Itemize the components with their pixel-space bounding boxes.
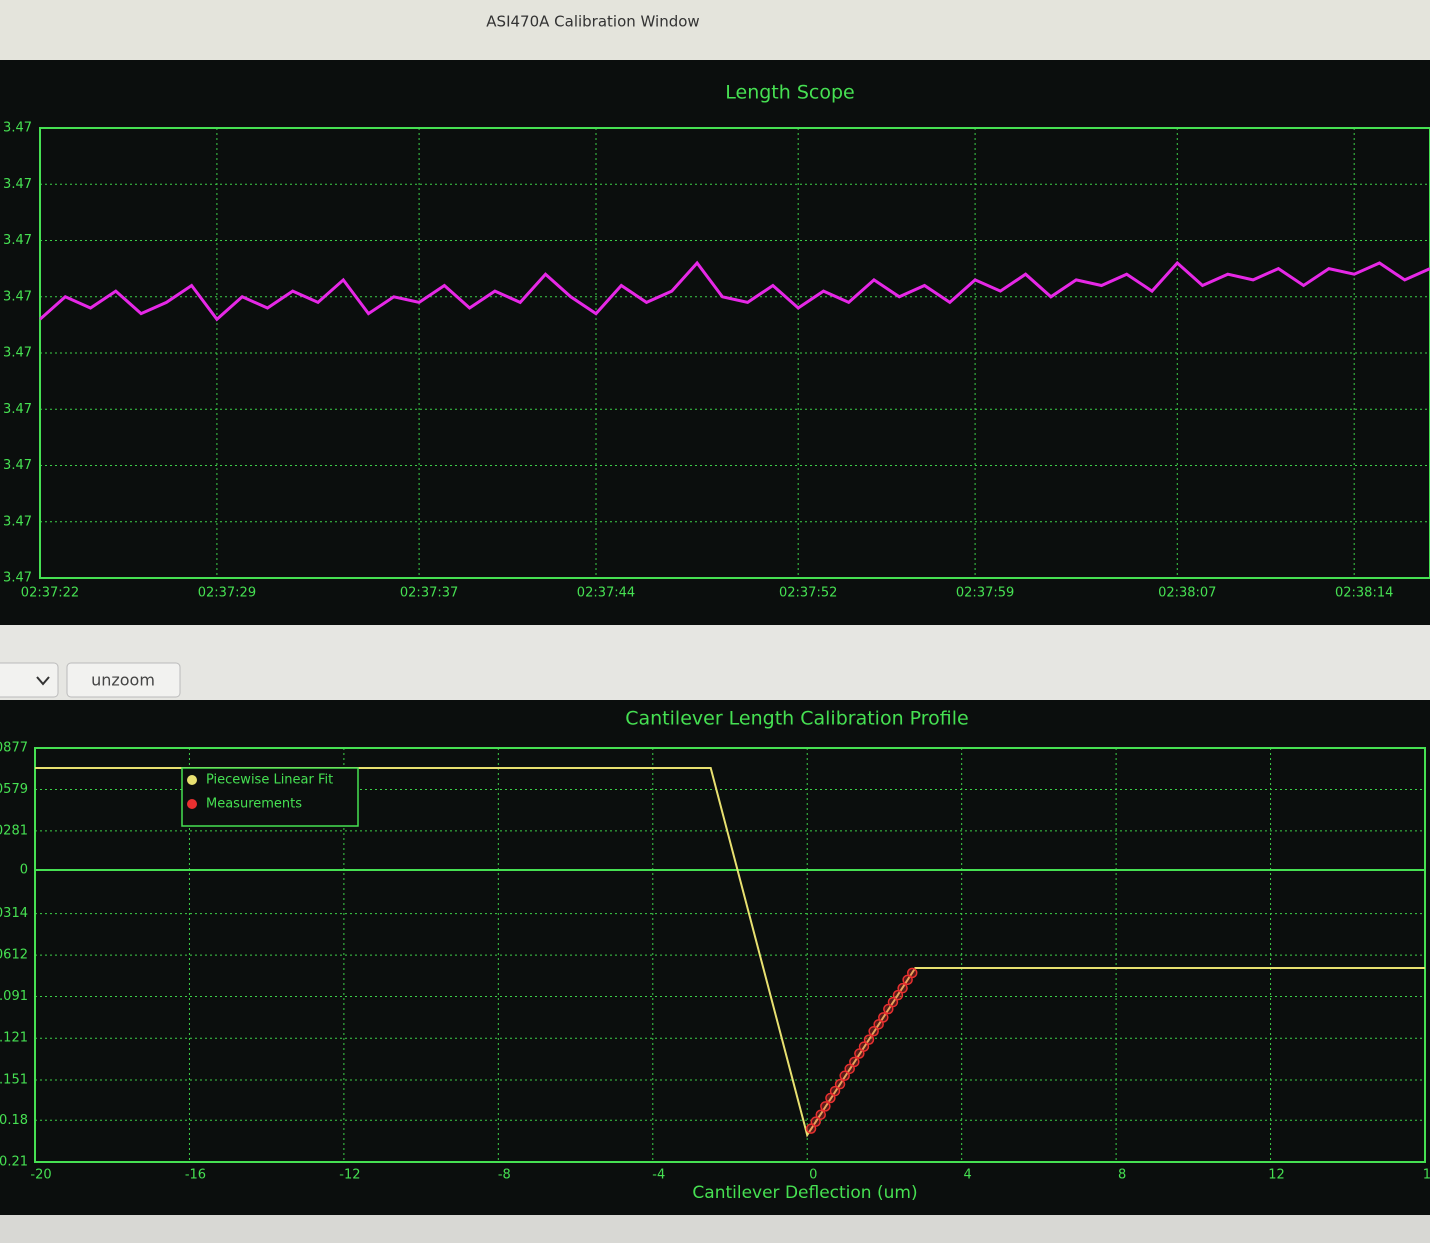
y-tick-label: 3.47 [3,233,32,248]
unzoom-button[interactable] [66,662,181,698]
x-tick-label: 02:37:22 [21,586,79,601]
legend-swatch [187,799,197,809]
plot-frame [34,747,1426,1163]
measurement-point [849,1056,860,1068]
button-label: unzoom [91,671,155,690]
x-tick-label: -4 [652,1168,665,1183]
x-tick-label: 02:37:52 [779,586,837,601]
y-tick-label: -0.121 [0,1031,28,1046]
x-tick-label: 02:37:37 [400,586,458,601]
measurement-point [878,1012,889,1023]
data-line [35,767,1425,1138]
x-tick-label: 12 [1268,1168,1285,1183]
legend-swatch [187,775,197,785]
chart-title: Cantilever Length Calibration Profile [625,708,969,730]
title-bar [0,0,1430,60]
y-tick-label: -0.151 [0,1072,28,1087]
measurement-point [897,982,908,994]
y-tick-label: 0.0281 [0,823,28,838]
y-tick-label: -0.091 [0,989,28,1004]
y-tick-label: -0.18 [0,1113,28,1128]
legend-label: Measurements [206,797,302,812]
x-tick-label: -8 [498,1168,511,1183]
y-tick-label: 3.47 [3,514,32,529]
y-tick-label: 3.47 [3,458,32,473]
measurement-point [829,1085,841,1097]
toolbar [0,625,1430,700]
measurement-point [906,967,918,979]
plot-frame [39,127,1430,579]
y-tick-label: -0.0612 [0,948,28,963]
y-tick-label: 3.47 [3,346,32,361]
y-tick-label: 3.47 [3,177,32,192]
chart-title: Length Scope [725,82,854,104]
window-title: ASI470A Calibration Window [486,13,699,31]
dropdown[interactable] [0,662,59,698]
x-tick-label: 4 [964,1168,972,1183]
y-tick-label: 3.47 [3,289,32,304]
scope-panel [0,60,1430,625]
y-tick-label: 0.0877 [0,741,28,756]
y-tick-label: -0.21 [0,1155,28,1170]
measurement-point [810,1116,821,1127]
x-tick-label: 02:37:29 [198,586,256,601]
measurement-point [858,1041,870,1052]
measurement-point [820,1101,831,1112]
x-tick-label: 02:38:14 [1335,586,1393,601]
x-tick-label: 8 [1118,1168,1126,1183]
y-tick-label: 3.47 [3,402,32,417]
measurement-point [868,1026,879,1037]
x-tick-label: 16 [1423,1168,1430,1183]
measurement-point [839,1070,850,1082]
measurement-point [834,1078,846,1090]
measurement-point [863,1034,875,1045]
legend [181,767,359,827]
dropdown-chevron [36,676,50,686]
x-axis-label: Cantilever Deflection (um) [692,1183,917,1203]
y-tick-label: 3.47 [3,571,32,586]
x-tick-label: -12 [339,1168,360,1183]
x-tick-label: 02:38:07 [1158,586,1216,601]
y-tick-label: 3.47 [3,121,32,136]
legend-label: Piecewise Linear Fit [206,773,333,788]
x-tick-label: 0 [809,1168,817,1183]
x-tick-label: -20 [30,1168,51,1183]
y-tick-label: 0 [20,862,28,877]
x-tick-label: 02:37:44 [577,586,635,601]
x-tick-label: -16 [185,1168,206,1183]
y-tick-label: 0.0579 [0,782,28,797]
data-line [39,260,1430,322]
measurement-point [815,1109,826,1120]
x-tick-label: 02:37:59 [956,586,1014,601]
measurement-point [887,996,899,1008]
